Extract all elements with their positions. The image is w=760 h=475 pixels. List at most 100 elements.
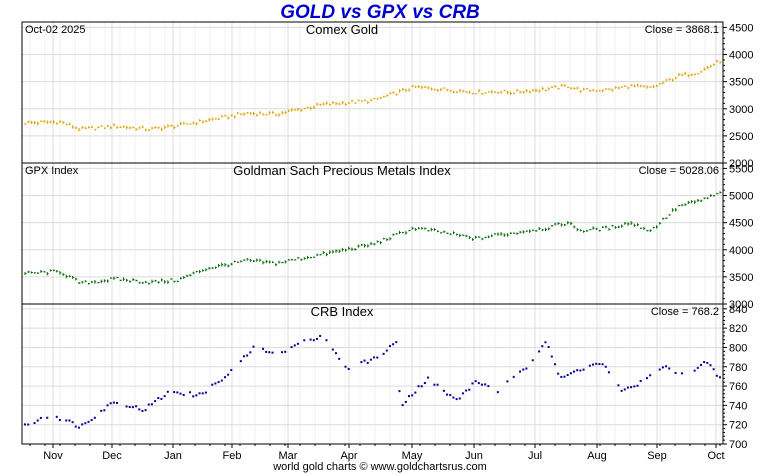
crb-point: [569, 372, 572, 375]
crb-point: [281, 351, 284, 354]
crb-point: [709, 364, 712, 367]
crb-point: [382, 352, 385, 355]
crb-point: [665, 365, 668, 368]
crb-point: [338, 357, 341, 360]
crb-point: [24, 423, 26, 426]
crb-point: [303, 339, 306, 342]
crb-point: [81, 423, 84, 426]
crb-point: [468, 388, 471, 391]
crb-point: [661, 366, 664, 369]
y-tick-label: 2000: [729, 158, 753, 170]
x-tick-label: Mar: [279, 450, 298, 462]
crb-point: [271, 351, 274, 354]
crb-point: [693, 369, 696, 372]
crb-point: [100, 409, 103, 412]
crb-point: [465, 389, 468, 392]
crb-point: [496, 391, 499, 394]
x-tick-label: Jan: [164, 450, 182, 462]
crb-point: [525, 367, 528, 370]
crb-point: [376, 356, 379, 359]
x-tick-label: Nov: [43, 450, 63, 462]
crb-point: [147, 403, 150, 406]
y-tick-label: 820: [729, 323, 747, 335]
y-tick-label: 780: [729, 362, 747, 374]
crb-point: [163, 395, 166, 398]
crb-point: [452, 396, 455, 399]
crb-point: [512, 375, 515, 378]
crb-point: [268, 351, 271, 354]
crb-point: [109, 402, 112, 405]
panel-frame: [21, 303, 724, 445]
crb-point: [417, 385, 420, 388]
crb-point: [150, 403, 153, 406]
crb-point: [544, 341, 547, 344]
crb-point: [715, 374, 718, 377]
close-label: Close = 768.2: [651, 306, 719, 318]
crb-point: [71, 421, 74, 424]
crb-point: [553, 363, 556, 366]
date-label: Oct-02 2025: [25, 24, 86, 36]
y-tick-label: 3000: [729, 104, 753, 116]
crb-point: [385, 349, 388, 352]
crb-point: [639, 379, 642, 382]
crb-point: [74, 425, 77, 428]
crb-point: [46, 416, 49, 419]
y-tick-label: 700: [729, 439, 747, 451]
crb-point: [703, 361, 706, 364]
crb-point: [579, 369, 582, 372]
crb-point: [246, 354, 249, 357]
crb-point: [658, 368, 661, 371]
crb-point: [630, 386, 633, 389]
crb-point: [471, 382, 474, 385]
crb-point: [309, 338, 312, 341]
crb-point: [335, 352, 338, 355]
crb-point: [560, 375, 563, 378]
crb-point: [595, 362, 598, 365]
crb-point: [312, 339, 315, 342]
crb-point: [719, 376, 721, 379]
crb-point: [636, 384, 639, 387]
crb-point: [487, 385, 490, 388]
close-label: Close = 5028.06: [639, 165, 719, 177]
crb-point: [563, 375, 566, 378]
crb-point: [458, 397, 461, 400]
crb-point: [360, 361, 363, 364]
crb-point: [116, 401, 119, 404]
crb-point: [566, 374, 569, 377]
panel-frame: [21, 162, 724, 305]
crb-point: [604, 365, 607, 368]
crb-point: [366, 361, 369, 364]
crb-point: [192, 395, 195, 398]
crb-point: [531, 359, 534, 362]
panel-frame: [21, 21, 724, 164]
crb-point: [538, 350, 541, 353]
crb-point: [617, 384, 620, 387]
crb-point: [131, 406, 134, 409]
crb-point: [217, 381, 220, 384]
crb-point: [541, 345, 544, 348]
crb-point: [55, 415, 58, 418]
crb-point: [557, 372, 560, 375]
crb-point: [588, 364, 591, 367]
crb-point: [39, 416, 42, 419]
crb-point: [315, 337, 318, 340]
crb-point: [668, 367, 671, 370]
crb-point: [347, 367, 350, 370]
crb-point: [401, 404, 404, 407]
y-tick-label: 4000: [729, 245, 753, 257]
y-tick-label: 840: [729, 304, 747, 316]
crb-point: [58, 419, 61, 422]
crb-point: [239, 360, 242, 363]
crb-point: [157, 397, 160, 400]
close-label: Close = 3868.1: [645, 24, 719, 36]
x-tick-label: Apr: [340, 450, 357, 462]
x-tick-label: Jul: [528, 450, 542, 462]
crb-point: [601, 363, 604, 366]
crb-point: [331, 348, 334, 351]
crb-point: [223, 376, 226, 379]
crb-point: [474, 380, 477, 383]
crb-point: [626, 386, 629, 389]
crb-point: [290, 346, 293, 349]
crb-point: [395, 341, 398, 344]
